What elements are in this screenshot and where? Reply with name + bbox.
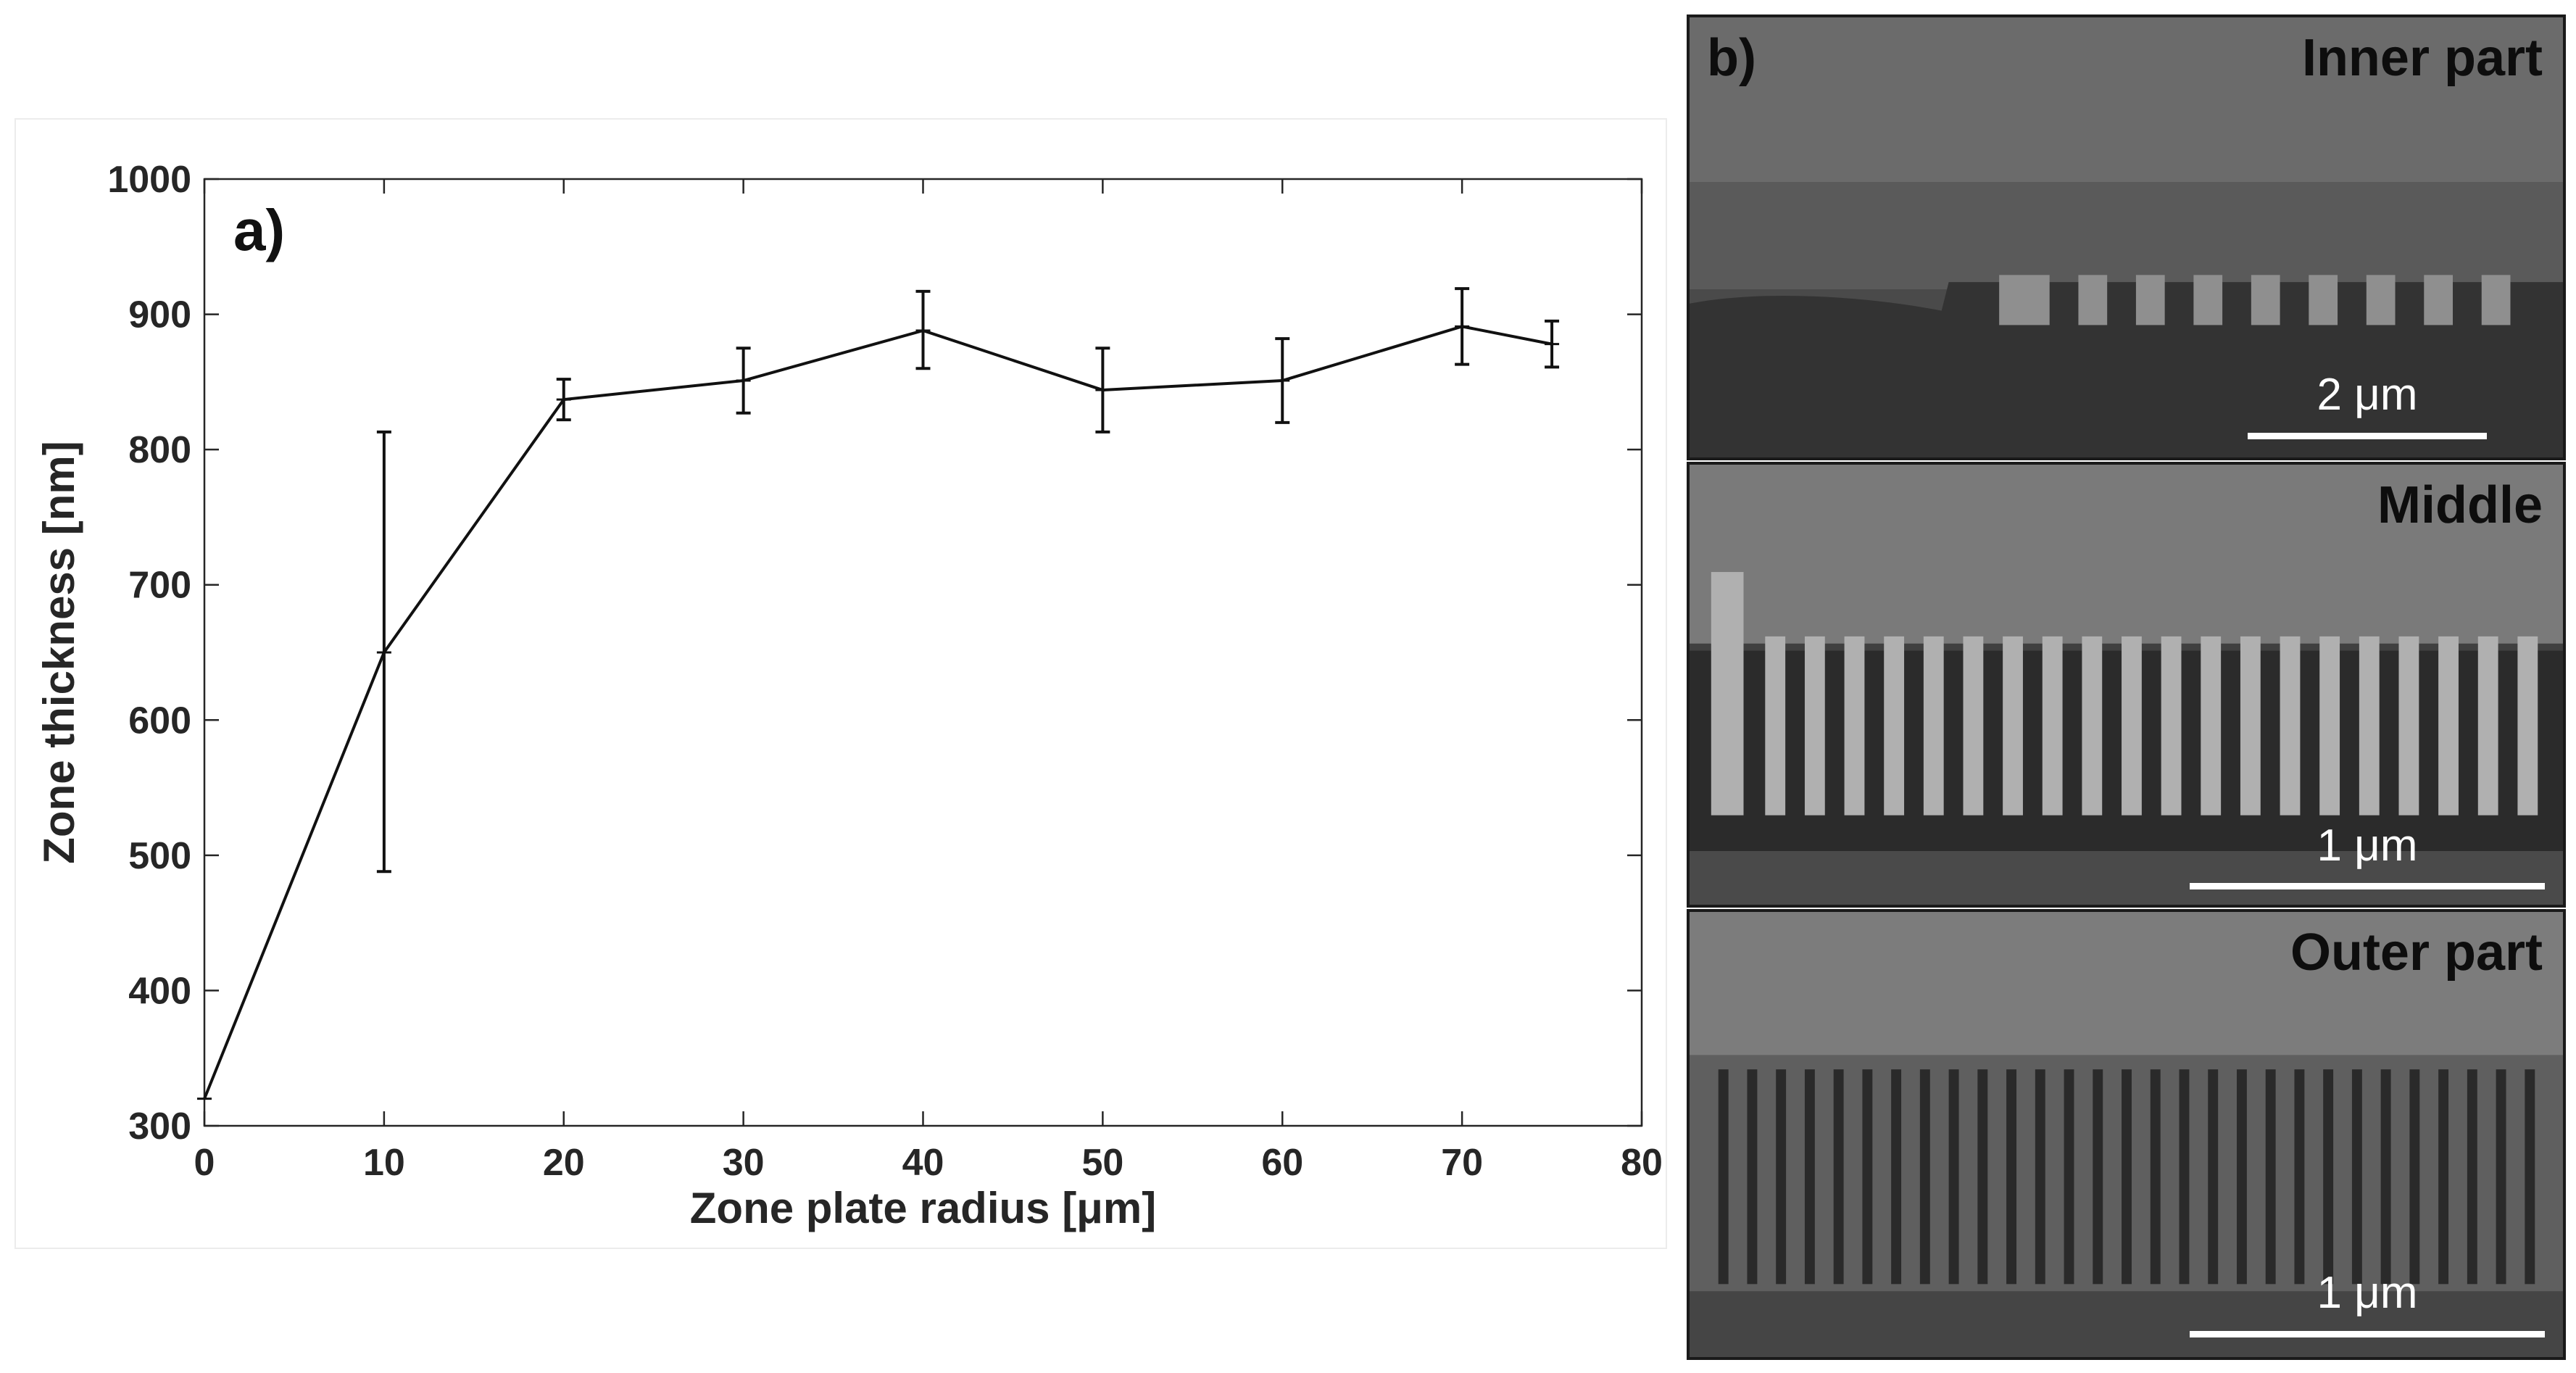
sem-panel-outer: Outer part 1 μm bbox=[1687, 909, 2566, 1360]
x-tick-label: 0 bbox=[194, 1142, 215, 1184]
panel-label-a: a) bbox=[233, 198, 285, 262]
y-tick-label: 800 bbox=[128, 429, 191, 471]
sem-image-middle bbox=[1690, 465, 2563, 905]
scale-bar-inner bbox=[2248, 433, 2487, 439]
y-axis-label: Zone thickness [nm] bbox=[35, 441, 83, 863]
chart-frame: 0 10 20 30 40 50 60 70 80 300 400 500 600 700 800 900 10… bbox=[14, 118, 1667, 1249]
x-tick-label: 10 bbox=[363, 1142, 405, 1184]
scale-label-middle: 1 μm bbox=[2317, 821, 2418, 871]
x-tick-label: 60 bbox=[1261, 1142, 1303, 1184]
x-tick-label: 20 bbox=[543, 1142, 585, 1184]
scale-bar-outer bbox=[2190, 1331, 2545, 1337]
y-tick-label: 600 bbox=[128, 700, 191, 742]
sem-image-inner bbox=[1690, 17, 2563, 457]
y-tick-label: 1000 bbox=[107, 159, 191, 201]
y-tick-label: 300 bbox=[128, 1106, 191, 1148]
x-axis-label: Zone plate radius [μm] bbox=[690, 1184, 1156, 1232]
x-tick-label: 30 bbox=[723, 1142, 765, 1184]
line-chart: 0 10 20 30 40 50 60 70 80 300 400 500 600 700 800 900 10… bbox=[35, 159, 1663, 1232]
scale-label-inner: 2 μm bbox=[2317, 370, 2418, 420]
sem-panel-inner: b) Inner part 2 μm bbox=[1687, 14, 2566, 460]
panel-label-b: b) bbox=[1707, 29, 1756, 87]
y-tick-label: 700 bbox=[128, 565, 191, 607]
x-tick-label: 80 bbox=[1621, 1142, 1663, 1184]
scale-bar-middle bbox=[2190, 883, 2545, 889]
y-tick-label: 400 bbox=[128, 970, 191, 1012]
sem-label-inner: Inner part bbox=[2301, 29, 2543, 87]
sem-label-middle: Middle bbox=[2377, 476, 2543, 534]
y-tick-label: 500 bbox=[128, 835, 191, 877]
y-tick-label: 900 bbox=[128, 294, 191, 336]
x-tick-label: 50 bbox=[1081, 1142, 1123, 1184]
scale-label-outer: 1 μm bbox=[2317, 1268, 2418, 1318]
sem-label-outer: Outer part bbox=[2290, 924, 2543, 982]
sem-panel-middle: Middle 1 μm bbox=[1687, 462, 2566, 908]
sem-image-outer bbox=[1690, 912, 2563, 1357]
x-tick-label: 70 bbox=[1441, 1142, 1483, 1184]
x-tick-label: 40 bbox=[902, 1142, 944, 1184]
